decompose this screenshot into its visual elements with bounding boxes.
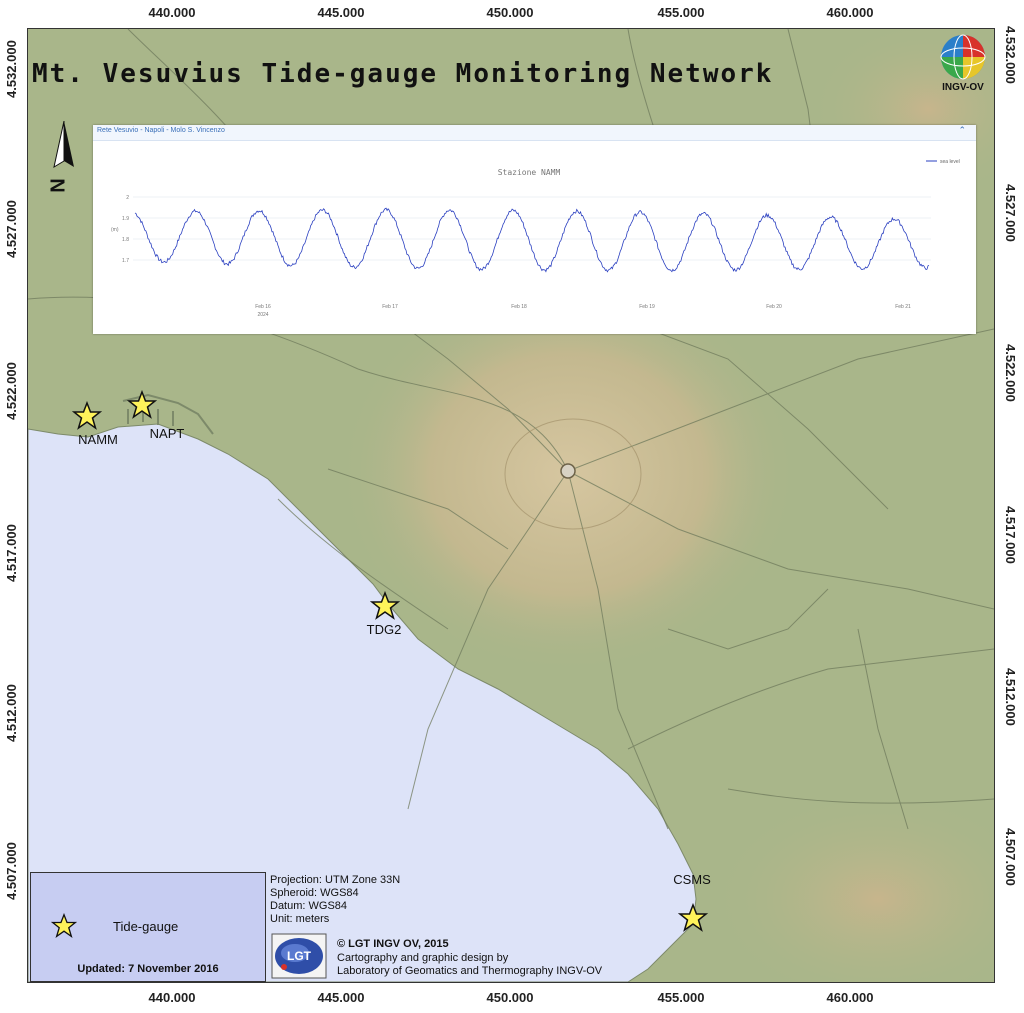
projection-info: Projection: UTM Zone 33N Spheroid: WGS84… — [270, 874, 400, 926]
legend-updated-date: Updated: 7 November 2016 — [77, 963, 219, 975]
y-tick-label: 1.7 — [122, 258, 129, 264]
x-tick-bottom-2: 445.000 — [317, 990, 365, 1005]
x-tick-label: Feb 19 — [639, 304, 655, 310]
y-tick-label: 2 — [126, 195, 129, 201]
x-tick-label: Feb 20 — [766, 304, 782, 310]
tide-chart-panel[interactable]: Rete Vesuvio - Napoli - Molo S. Vincenzo… — [93, 125, 976, 334]
collapse-chevron-icon[interactable]: ⌃ — [958, 125, 966, 135]
x-tick-bottom-3: 450.000 — [486, 990, 534, 1005]
x-tick-top-5: 460.000 — [826, 5, 874, 20]
y-tick-right-5: 4.512.000 — [1003, 668, 1018, 726]
y-tick-label: 1.9 — [122, 216, 129, 222]
projection-text: Projection: UTM Zone 33N — [270, 874, 401, 886]
cartography-credit: Cartography and graphic design by Labora… — [337, 952, 602, 978]
station-marker-csms[interactable] — [678, 903, 708, 933]
y-tick-label: 1.8 — [122, 237, 129, 243]
sea-area — [28, 423, 697, 982]
cartography-line-2: Laboratory of Geomatics and Thermography… — [337, 965, 603, 977]
x-tick-label: Feb 17 — [382, 304, 398, 310]
copyright-text: © LGT INGV OV, 2015 — [337, 938, 449, 950]
x-tick-label: Feb 18 — [511, 304, 527, 310]
north-arrow-icon — [53, 121, 74, 169]
y-tick-right-4: 4.517.000 — [1003, 506, 1018, 564]
y-tick-left-5: 4.512.000 — [4, 684, 19, 742]
lgt-logo: LGT — [271, 933, 327, 979]
y-tick-right-2: 4.527.000 — [1003, 184, 1018, 242]
x-tick-label: Feb 21 — [895, 304, 911, 310]
map-legend: Tide-gauge Updated: 7 November 2016 — [30, 872, 266, 982]
y-tick-left-1: 4.532.000 — [4, 40, 19, 98]
y-tick-left-2: 4.527.000 — [4, 200, 19, 258]
station-label-csms: CSMS — [673, 872, 711, 887]
x-tick-bottom-5: 460.000 — [826, 990, 874, 1005]
station-marker-napt[interactable] — [127, 390, 157, 420]
cartography-line-1: Cartography and graphic design by — [337, 952, 509, 964]
station-label-tdg2: TDG2 — [366, 622, 402, 637]
station-marker-namm[interactable] — [72, 401, 102, 431]
station-label-namm: NAMM — [78, 432, 118, 447]
chart-title: Stazione NAMM — [498, 168, 561, 177]
vesuvius-crater — [560, 463, 576, 479]
datum-text: Datum: WGS84 — [270, 900, 348, 912]
x-year-label: 2024 — [257, 312, 268, 318]
station-label-napt: NAPT — [149, 426, 185, 441]
map-title: Mt. Vesuvius Tide-gauge Monitoring Netwo… — [32, 59, 774, 89]
y-tick-left-4: 4.517.000 — [4, 524, 19, 582]
x-tick-top-2: 445.000 — [317, 5, 365, 20]
x-tick-top-3: 450.000 — [486, 5, 534, 20]
chart-panel-title: Rete Vesuvio - Napoli - Molo S. Vincenzo — [97, 127, 225, 134]
y-tick-right-1: 4.532.000 — [1003, 26, 1018, 84]
x-tick-top-1: 440.000 — [148, 5, 196, 20]
x-tick-bottom-1: 440.000 — [148, 990, 196, 1005]
map-frame[interactable]: Mt. Vesuvius Tide-gauge Monitoring Netwo… — [27, 28, 995, 983]
x-tick-bottom-4: 455.000 — [657, 990, 705, 1005]
station-marker-tdg2[interactable] — [370, 591, 400, 621]
y-tick-right-3: 4.522.000 — [1003, 344, 1018, 402]
y-tick-left-3: 4.522.000 — [4, 362, 19, 420]
tide-series-line — [134, 207, 930, 273]
tide-chart: Stazione NAMM sea level 2 1.9 1.8 1.7 (m… — [111, 159, 960, 318]
y-unit-label: (m) — [111, 227, 119, 233]
x-tick-top-4: 455.000 — [657, 5, 705, 20]
spheroid-text: Spheroid: WGS84 — [270, 887, 359, 899]
legend-item-label: Tide-gauge — [113, 919, 179, 934]
y-tick-right-6: 4.507.000 — [1003, 828, 1018, 886]
chart-grid — [133, 196, 931, 261]
harbour-piers — [122, 393, 214, 435]
logo-text: INGV-OV — [942, 82, 984, 93]
unit-text: Unit: meters — [270, 913, 330, 925]
y-tick-left-6: 4.507.000 — [4, 842, 19, 900]
chart-panel-header[interactable]: Rete Vesuvio - Napoli - Molo S. Vincenzo… — [93, 125, 976, 141]
legend-label: sea level — [940, 159, 960, 165]
somma-ring — [504, 418, 642, 530]
peninsula-relief — [708, 789, 994, 982]
x-tick-label: Feb 16 — [255, 304, 271, 310]
ingv-ov-logo: INGV-OV — [936, 32, 990, 98]
tide-gauge-star-icon — [51, 913, 77, 939]
north-label: N — [47, 178, 70, 193]
svg-text:LGT: LGT — [287, 949, 312, 963]
